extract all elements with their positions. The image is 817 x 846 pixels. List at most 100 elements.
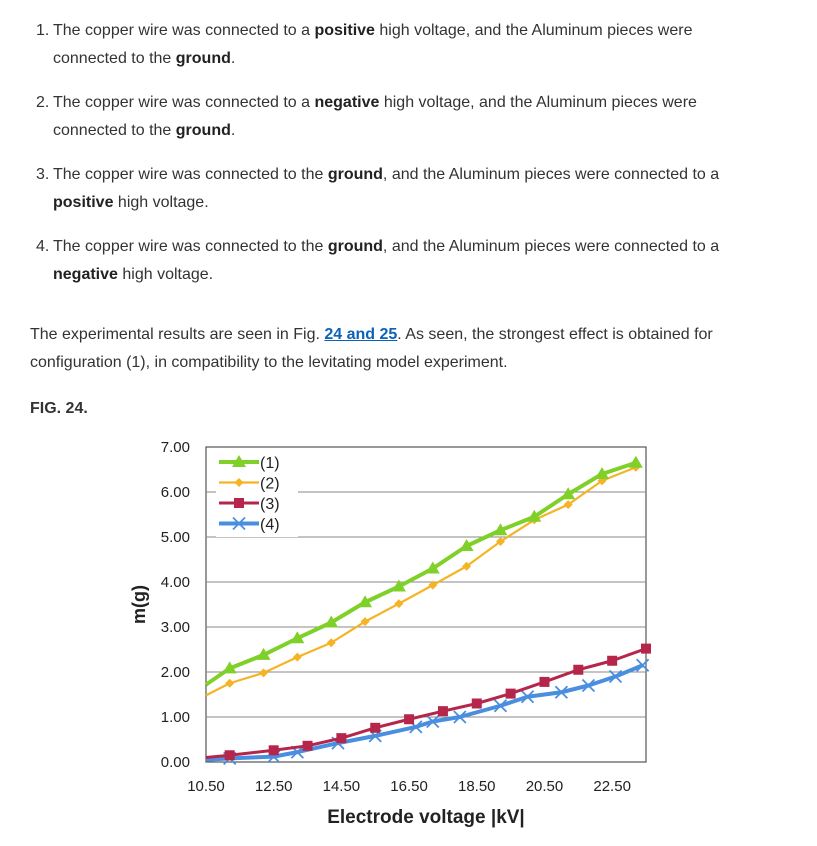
data-point	[268, 745, 279, 756]
list-item-text: The copper wire was connected to a negat…	[53, 94, 697, 139]
y-tick-label: 4.00	[161, 574, 190, 591]
data-point	[493, 523, 508, 536]
data-point	[234, 498, 244, 508]
marker-stroke	[426, 714, 440, 729]
text-run: .	[230, 50, 236, 67]
list-item: 4. The copper wire was connected to the g…	[0, 233, 760, 289]
data-point	[554, 685, 569, 699]
y-tick-label: 2.00	[161, 664, 190, 681]
legend-label: (3)	[260, 496, 280, 513]
data-point	[581, 678, 596, 693]
legend-item: (1)	[219, 455, 280, 472]
marker-stroke	[520, 690, 535, 704]
legend: (1) (2) (3) (4)	[216, 451, 298, 537]
list-item: 1. The copper wire was connected to a pos…	[0, 17, 760, 73]
x-tick-label: 16.50	[390, 778, 428, 795]
data-point	[635, 658, 650, 672]
data-point	[520, 690, 535, 704]
data-point	[527, 509, 542, 522]
data-point	[425, 561, 440, 574]
data-point	[437, 706, 448, 717]
x-tick-label: 20.50	[526, 778, 564, 795]
data-point	[234, 478, 244, 487]
list-item-text: The copper wire was connected to a posit…	[53, 22, 692, 67]
legend-label: (4)	[260, 517, 280, 534]
marker-stroke	[635, 658, 650, 672]
data-point	[326, 638, 336, 648]
data-point	[224, 750, 235, 761]
x-tick-label: 18.50	[458, 778, 496, 795]
data-point	[495, 537, 505, 546]
paragraph-text: The experimental results are seen in Fig…	[30, 326, 325, 343]
data-point	[459, 539, 474, 551]
data-point	[222, 661, 237, 674]
data-point	[391, 579, 406, 592]
series-line	[205, 466, 637, 697]
y-axis-label: m(g)	[129, 585, 149, 624]
data-point	[539, 676, 550, 687]
x-tick-label: 10.50	[187, 778, 225, 795]
data-point	[628, 455, 643, 468]
data-point	[370, 722, 381, 733]
marker-stroke	[409, 720, 423, 734]
data-point	[259, 668, 269, 678]
paragraph-text: . As seen, the strongest effect is obtai…	[30, 326, 713, 371]
marker-stroke	[493, 699, 508, 713]
text-run: The copper wire was connected to a	[53, 94, 315, 111]
data-point	[225, 678, 235, 688]
data-point	[453, 710, 467, 724]
data-point	[595, 467, 609, 479]
y-tick-label: 6.00	[161, 484, 190, 501]
data-point	[505, 688, 516, 699]
marker-stroke	[554, 685, 569, 699]
data-point	[471, 698, 482, 709]
marker-stroke	[453, 710, 467, 724]
y-tick-label: 3.00	[161, 619, 190, 636]
data-point	[232, 455, 246, 467]
text-run: high voltage.	[117, 266, 214, 283]
list-item-text: The copper wire was connected to the gro…	[53, 238, 719, 283]
line-chart: 0.00 1.00 2.00 3.00 4.00 5.00 6.00 7.00 10.50 12.…	[129, 439, 651, 828]
list-number: 2.	[36, 94, 50, 111]
data-point	[462, 561, 472, 571]
bold-term: ground	[175, 50, 231, 67]
series-1	[204, 455, 643, 687]
data-point	[608, 669, 623, 684]
legend-item: (2)	[219, 476, 280, 493]
x-tick-label: 14.50	[323, 778, 361, 795]
data-point	[563, 500, 573, 510]
data-point	[573, 664, 584, 675]
y-tick-label: 1.00	[161, 709, 190, 726]
text-run: high voltage, and the Aluminum pieces we…	[53, 94, 697, 139]
marker-stroke	[232, 516, 246, 531]
bold-term: ground	[175, 122, 231, 139]
data-point	[302, 740, 313, 751]
bold-term: positive	[53, 194, 114, 211]
text-run: , and the Aluminum pieces were connected…	[382, 238, 720, 255]
text-run: high voltage, and the Aluminum pieces we…	[53, 22, 693, 67]
bold-term: ground	[327, 166, 383, 183]
data-point	[404, 714, 415, 725]
y-tick-label: 0.00	[161, 754, 190, 771]
marker-stroke	[608, 669, 623, 684]
bold-term: negative	[53, 266, 118, 283]
bold-term: positive	[314, 22, 375, 39]
x-tick-label: 22.50	[593, 778, 631, 795]
y-tick-label: 5.00	[161, 529, 190, 546]
series-3	[205, 643, 651, 761]
text-run: .	[230, 122, 236, 139]
list-number: 4.	[36, 238, 50, 255]
data-point	[336, 733, 347, 744]
text-run: high voltage.	[113, 194, 209, 211]
data-point	[561, 487, 576, 500]
legend-label: (2)	[260, 476, 280, 493]
figure-label: FIG. 24.	[30, 400, 88, 417]
data-point	[290, 631, 305, 644]
figure-link[interactable]: 24 and 25	[324, 326, 398, 343]
bold-term: negative	[314, 94, 380, 111]
text-run: The copper wire was connected to the	[53, 238, 328, 255]
legend-label: (1)	[260, 455, 280, 472]
data-point	[232, 516, 246, 531]
text-run: The copper wire was connected to a	[53, 22, 315, 39]
